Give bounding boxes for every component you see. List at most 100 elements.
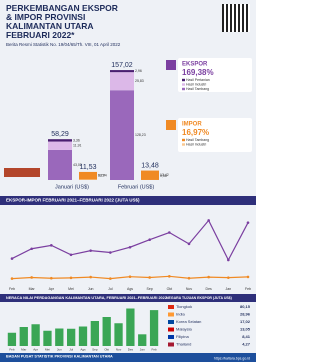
x-tick-label: Sep: [92, 347, 98, 351]
legend-label: Hasil Tambang: [186, 87, 209, 91]
point: [128, 275, 132, 279]
category-label: Februari (US$): [118, 184, 155, 190]
x-tick-label: Apr: [49, 287, 55, 291]
x-tick-label: Feb: [151, 347, 157, 351]
x-tick-label: Jan: [140, 347, 145, 351]
bar: [43, 330, 52, 346]
point: [227, 276, 230, 279]
flag: [168, 342, 174, 347]
legend-label: Hasil Industri: [186, 142, 206, 146]
line: [11, 219, 249, 262]
point: [246, 221, 250, 224]
x-tick-label: Sep: [147, 287, 153, 291]
section-band: [0, 294, 256, 302]
total-label: 58,29: [51, 131, 69, 138]
x-tick-label: Des: [128, 347, 134, 351]
legend-swatch: [182, 83, 185, 86]
section-band: [0, 196, 256, 205]
x-tick-label: Jul: [69, 347, 73, 351]
legend-swatch: [182, 143, 185, 146]
point: [50, 276, 53, 280]
x-tick-label: Jun: [88, 287, 94, 291]
title: PERKEMBANGAN EKSPOR & IMPOR PROVINSI KAL…: [6, 3, 118, 40]
flag: [168, 327, 174, 332]
bar: [149, 310, 159, 346]
ekspor-segment: [110, 90, 134, 180]
country-name: Korea Selatan: [176, 319, 201, 324]
segment-label: 43,02: [73, 163, 82, 167]
country-value: 13,05: [240, 327, 251, 332]
flag: [168, 312, 174, 317]
flag: [168, 305, 174, 309]
chart-title: EKSPOR-IMPOR FEBRUARI 2021–FEBRUARI 2022…: [6, 198, 140, 203]
point: [187, 242, 191, 246]
point: [30, 247, 33, 251]
legend-swatch: [182, 87, 185, 91]
country-value: 17,02: [240, 319, 251, 324]
point: [109, 251, 112, 254]
x-tick-label: Feb: [9, 287, 15, 291]
x-tick-label: Okt: [104, 347, 109, 351]
point: [109, 277, 112, 280]
point: [148, 238, 151, 241]
segment-label: 13,42: [160, 173, 169, 177]
point: [69, 276, 73, 280]
legend-label: Hasil Industri: [186, 82, 206, 86]
impor-change: 16,97%: [182, 128, 209, 137]
segment-label: 2,96: [135, 69, 142, 73]
x-tick-label: Des: [206, 287, 212, 291]
country-name: India: [176, 312, 185, 317]
x-tick-label: Feb: [9, 347, 15, 351]
point: [168, 231, 171, 234]
footer-url: https://kaltara.bps.go.id: [214, 356, 250, 360]
subtitle: Berita Resmi Statistik No. 19/04/65/Th. …: [6, 42, 121, 47]
segment-label: 25,83: [135, 79, 144, 83]
legend-swatch: [182, 138, 185, 142]
impor-segment: [79, 179, 97, 180]
ship: [4, 168, 40, 177]
impor-segment: [79, 171, 97, 180]
country-value: 28,96: [240, 312, 251, 317]
chart-title: NERACA NILAI PERDAGANGAN KALIMANTAN UTAR…: [6, 296, 167, 300]
legend-swatch: [182, 78, 185, 82]
point: [246, 275, 250, 279]
infographic: PERKEMBANGAN EKSPOR & IMPOR PROVINSI KAL…: [0, 0, 256, 362]
point: [69, 253, 73, 257]
x-tick-label: Ags: [127, 287, 133, 291]
bar: [90, 321, 99, 346]
point: [227, 258, 230, 262]
ekspor-segment: [48, 149, 72, 180]
bar: [31, 324, 40, 346]
segment-label: 11,91: [73, 144, 82, 148]
country-name: Malaysia: [176, 327, 193, 332]
bar: [55, 328, 64, 346]
x-tick-label: Okt: [167, 287, 172, 291]
point: [148, 276, 151, 279]
x-tick-label: Mar: [29, 287, 36, 291]
country-value: 8,41: [242, 334, 251, 339]
category-label: Januari (US$): [55, 184, 89, 190]
x-tick-label: Ags: [80, 347, 86, 351]
bar: [19, 327, 28, 346]
x-tick-label: Jul: [108, 287, 113, 291]
segment-label: 10,74: [98, 174, 107, 178]
point: [50, 244, 53, 247]
destinations-title: NEGARA TUJUAN EKSPOR (JUTA US$): [166, 296, 232, 300]
footer-band: [0, 353, 256, 362]
point: [128, 245, 132, 249]
country-name: Tiongkok: [176, 304, 192, 309]
ekspor-change: 169,38%: [182, 68, 214, 77]
point: [187, 276, 191, 280]
total-label: 13,48: [141, 162, 159, 169]
point: [89, 275, 92, 279]
total-label: 157,02: [111, 62, 133, 69]
point: [10, 277, 14, 280]
impor-icon: [166, 120, 176, 130]
footer-org: BADAN PUSAT STATISTIK PROVINSI KALIMANTA…: [6, 355, 113, 359]
country-value: 80,15: [240, 304, 251, 309]
bar: [114, 323, 123, 346]
x-tick-label: Nov: [186, 287, 192, 291]
qr-code: [222, 4, 250, 32]
flag: [168, 335, 174, 339]
